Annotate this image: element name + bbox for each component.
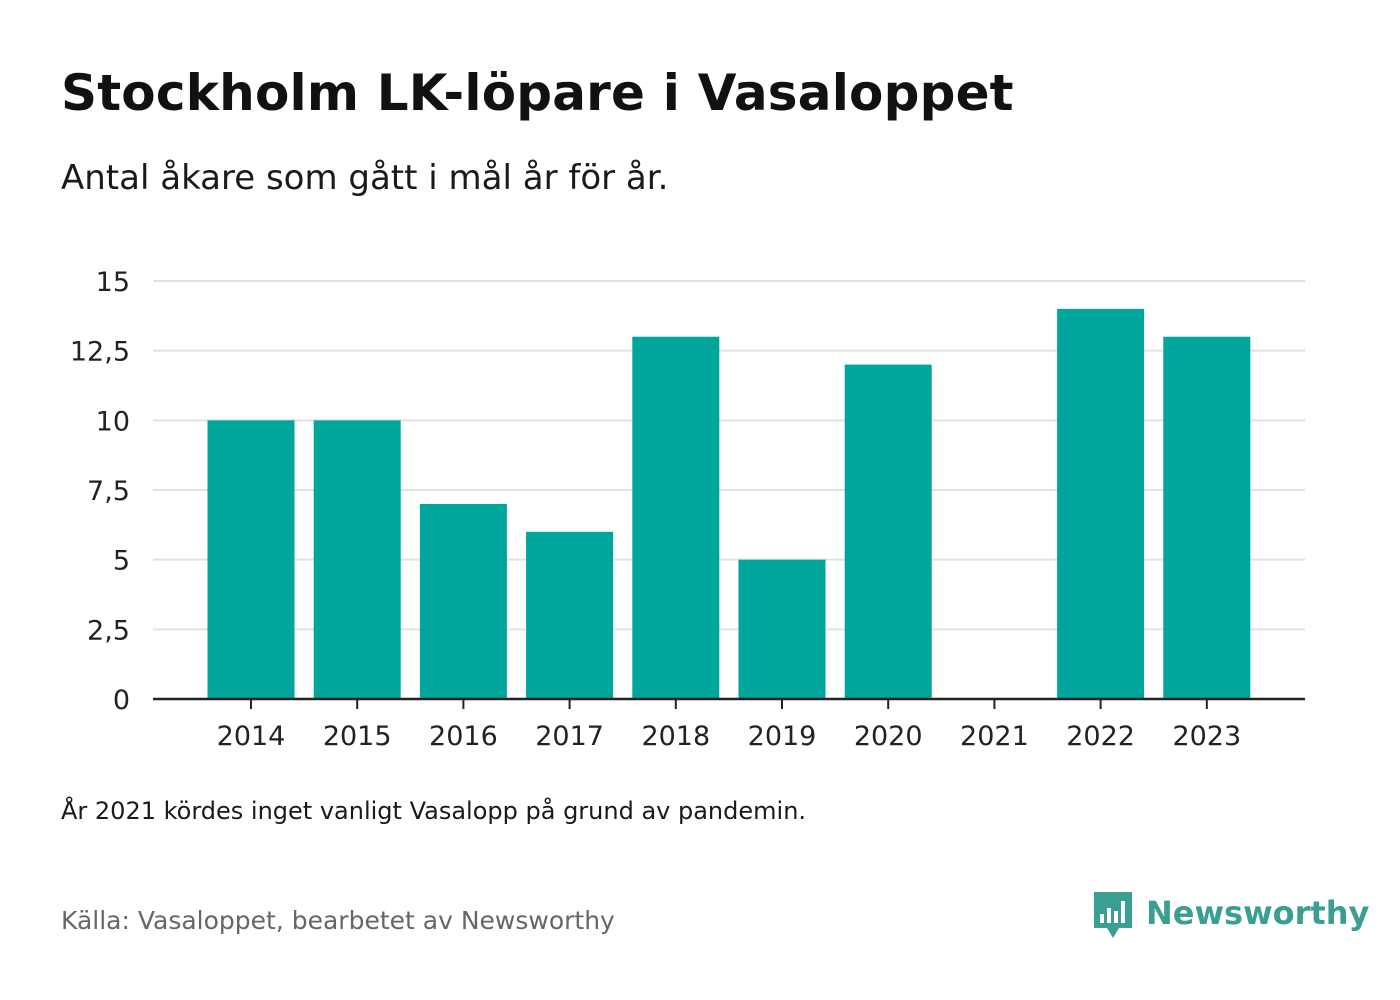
- brand-logo[interactable]: Newsworthy: [1092, 890, 1369, 940]
- y-tick-label: 2,5: [87, 615, 130, 646]
- bar-2018: [632, 336, 720, 699]
- bar-2017: [526, 531, 614, 699]
- x-tick-label: 2014: [217, 721, 286, 752]
- brand-name: Newsworthy: [1146, 894, 1370, 932]
- x-tick-label: 2018: [641, 721, 710, 752]
- x-tick-label: 2016: [429, 721, 498, 752]
- y-tick-label: 12,5: [70, 337, 130, 368]
- x-tick-label: 2022: [1066, 721, 1135, 752]
- x-tick-label: 2021: [960, 721, 1029, 752]
- source-credit: Källa: Vasaloppet, bearbetet av Newswort…: [61, 906, 615, 935]
- bar-2023: [1163, 336, 1251, 699]
- x-tick-labels: 2014 2015 2016 2017 2018 2019 2020 2021 2022 2023: [217, 721, 1242, 752]
- y-tick-label: 5: [113, 546, 130, 577]
- bar-2022: [1057, 308, 1145, 699]
- bar-2014: [207, 420, 295, 699]
- y-tick-labels: 0 2,5 5 7,5 10 12,5 15: [70, 267, 130, 716]
- bar-2016: [419, 503, 507, 699]
- y-tick-label: 15: [96, 267, 130, 298]
- x-tick-label: 2019: [748, 721, 817, 752]
- y-tick-label: 7,5: [87, 476, 130, 507]
- x-tick-label: 2017: [535, 721, 604, 752]
- bar-2019: [738, 559, 826, 699]
- chart-title: Stockholm LK-löpare i Vasaloppet: [61, 64, 1014, 122]
- chart-note: År 2021 kördes inget vanligt Vasalopp på…: [61, 797, 807, 825]
- x-tick-label: 2015: [323, 721, 392, 752]
- bar-2015: [313, 420, 401, 699]
- y-tick-label: 10: [96, 406, 130, 437]
- newsworthy-logo-icon: [1094, 892, 1132, 938]
- y-tick-label: 0: [113, 685, 130, 716]
- x-tick-label: 2020: [854, 721, 923, 752]
- bars: [207, 308, 1251, 699]
- bar-2020: [844, 364, 932, 699]
- chart-subtitle: Antal åkare som gått i mål år för år.: [61, 158, 669, 198]
- x-tick-label: 2023: [1172, 721, 1241, 752]
- x-axis: [153, 697, 1305, 709]
